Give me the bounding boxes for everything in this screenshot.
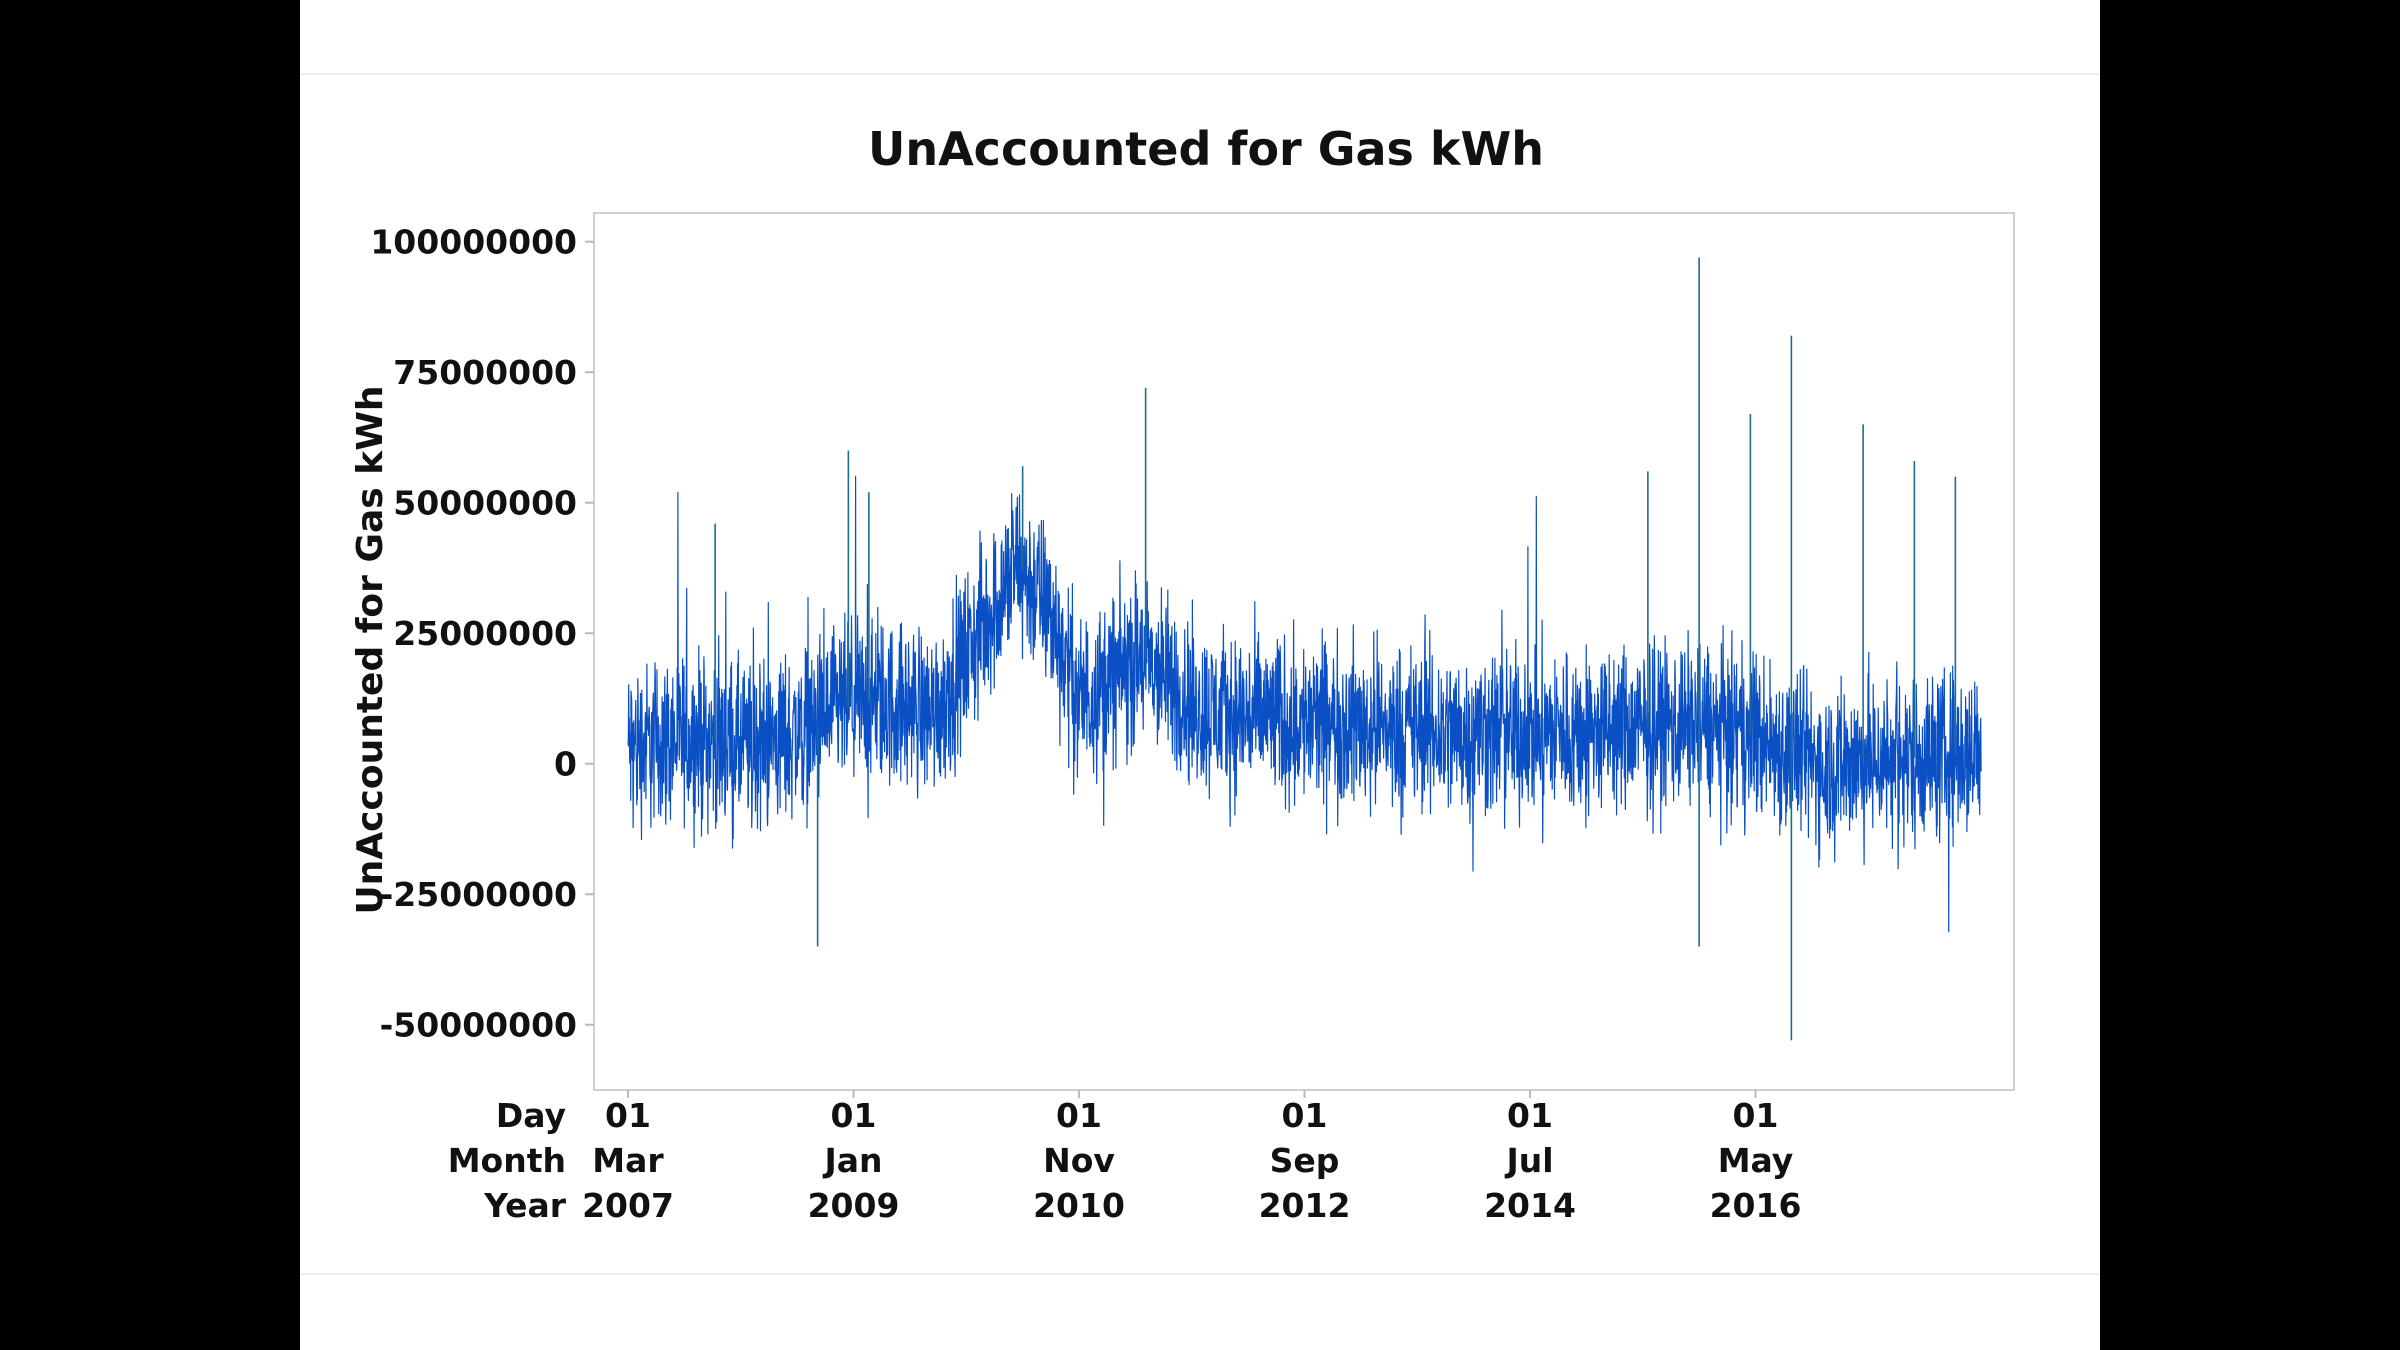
y-axis-label: UnAccounted for Gas kWh xyxy=(350,385,391,914)
y-tick-label: 75000000 xyxy=(393,353,577,392)
x-tick-label-month: Mar xyxy=(592,1141,664,1180)
x-tick-label-year: 2012 xyxy=(1259,1186,1351,1225)
y-tick-label: -50000000 xyxy=(380,1006,577,1045)
x-tick-label-day: 01 xyxy=(1507,1096,1553,1135)
x-tick-label-month: Nov xyxy=(1043,1141,1115,1180)
x-tick-label-day: 01 xyxy=(605,1096,651,1135)
y-tick-label: 25000000 xyxy=(393,614,577,653)
chart-title: UnAccounted for Gas kWh xyxy=(868,122,1544,176)
series-line xyxy=(627,475,1982,933)
x-tick-label-month: Jan xyxy=(822,1141,882,1180)
x-tick-label-month: Jul xyxy=(1504,1141,1553,1180)
x-tick-label-year: 2010 xyxy=(1033,1186,1125,1225)
x-tick-label-month: Sep xyxy=(1270,1141,1340,1180)
x-tick-label-month: May xyxy=(1718,1141,1794,1180)
y-tick-label: 100000000 xyxy=(370,223,577,262)
y-tick-label: 50000000 xyxy=(393,484,577,523)
y-tick-label: 0 xyxy=(554,745,577,784)
x-axis-row-label: Day xyxy=(496,1096,566,1135)
x-tick-label-day: 01 xyxy=(1282,1096,1328,1135)
x-axis-row-label: Month xyxy=(448,1141,566,1180)
x-tick-label-day: 01 xyxy=(831,1096,877,1135)
x-axis-row-label: Year xyxy=(483,1186,567,1225)
x-tick-label-year: 2016 xyxy=(1710,1186,1802,1225)
divider-bottom xyxy=(300,1273,2100,1275)
x-tick-label-day: 01 xyxy=(1056,1096,1102,1135)
x-tick-label-year: 2009 xyxy=(808,1186,900,1225)
x-tick-label-day: 01 xyxy=(1733,1096,1779,1135)
x-tick-label-year: 2007 xyxy=(582,1186,674,1225)
y-tick-label: -25000000 xyxy=(380,875,577,914)
x-tick-label-year: 2014 xyxy=(1484,1186,1576,1225)
divider-top xyxy=(300,73,2100,75)
